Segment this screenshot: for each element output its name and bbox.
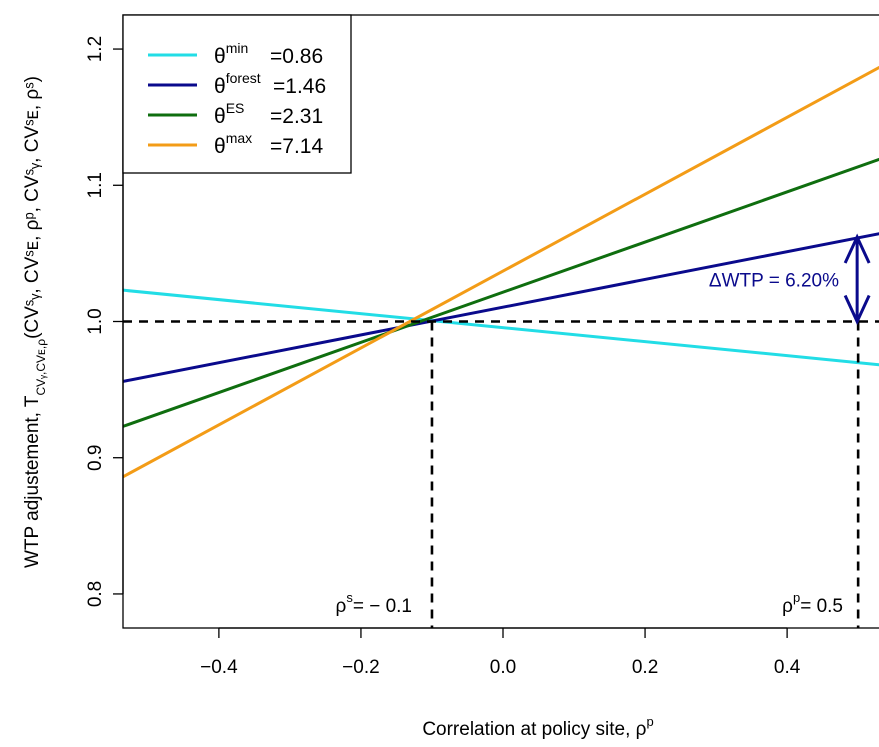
y-tick-label: 1.1 <box>85 172 106 198</box>
series-line-max <box>122 65 879 479</box>
delta-wtp-label: ΔWTP = 6.20% <box>709 270 839 291</box>
delta-arrow-head-bottom <box>843 294 871 326</box>
x-axis: −0.4 −0.2 0.0 0.2 0.4 <box>200 627 801 678</box>
y-tick-label: 1.0 <box>85 308 106 334</box>
x-tick-label: −0.4 <box>200 657 238 678</box>
legend-label-forest: θforest =1.46 <box>214 70 326 98</box>
series-line-es <box>122 157 879 428</box>
series-layer <box>122 65 879 479</box>
legend-label-max: θmax =7.14 <box>214 130 323 158</box>
x-tick-label: −0.2 <box>342 657 380 678</box>
x-tick-label: 0.0 <box>490 657 516 678</box>
x-tick-label: 0.4 <box>774 657 801 678</box>
y-tick-label: 1.2 <box>85 36 106 62</box>
x-axis-title: Correlation at policy site, ρp <box>422 714 653 740</box>
y-tick-label: 0.9 <box>85 445 106 471</box>
annotations: ΔWTP = 6.20% ρs= − 0.1 ρp= 0.5 <box>336 233 871 617</box>
reference-layer <box>123 320 879 628</box>
y-tick-label: 0.8 <box>85 581 106 607</box>
x-tick-label: 0.2 <box>632 657 658 678</box>
series-line-forest <box>122 232 879 383</box>
y-axis-title: WTP adjustement, TCVᵧ,CVᴇ,ρ(CVˢᵧ, CVˢᴇ, … <box>22 76 48 568</box>
rho-p-label: ρp= 0.5 <box>782 590 843 617</box>
rho-s-label: ρs= − 0.1 <box>336 590 412 617</box>
legend-box <box>122 14 352 174</box>
series-line-min <box>122 288 879 367</box>
legend-label-min: θmin =0.86 <box>214 40 323 68</box>
delta-arrow-head-top <box>843 233 871 264</box>
legend-label-es: θES =2.31 <box>214 100 323 128</box>
